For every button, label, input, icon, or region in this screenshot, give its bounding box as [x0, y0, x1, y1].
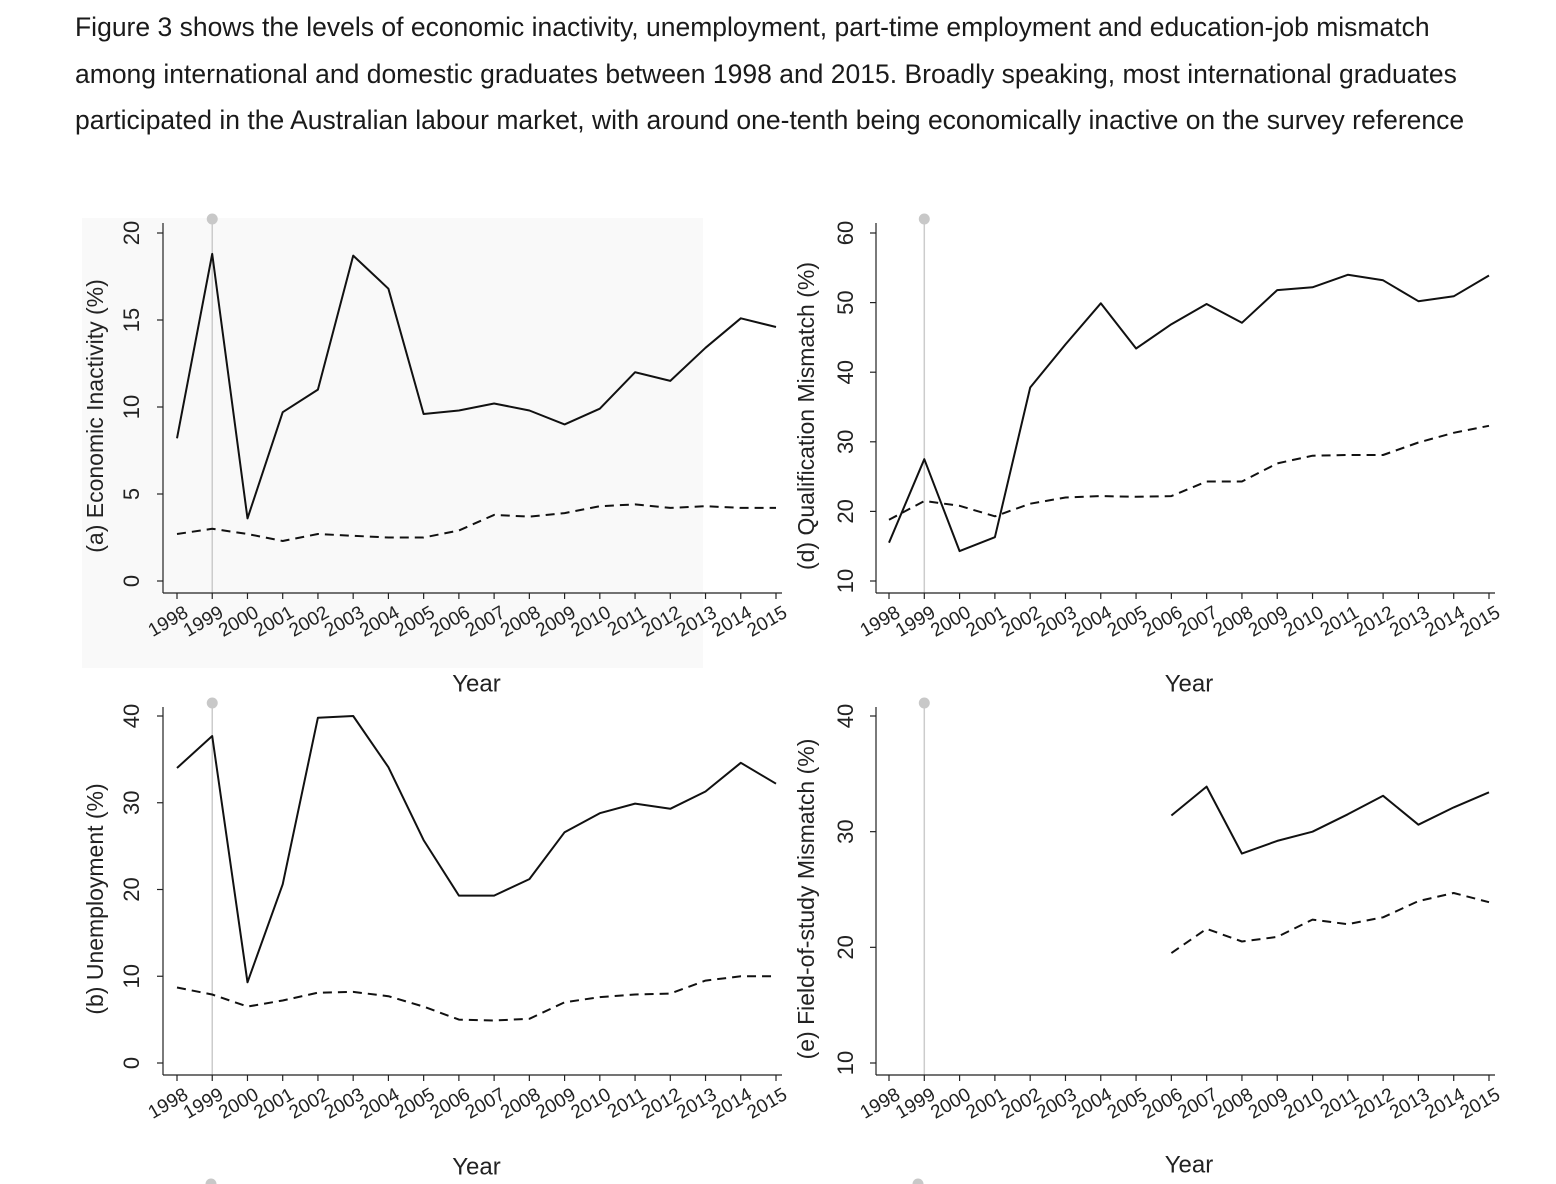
x-tick-label: 2015	[744, 602, 791, 641]
intro-paragraph: Figure 3 shows the levels of economic in…	[75, 4, 1515, 144]
series-line-solid	[888, 273, 1490, 553]
y-tick-label: 20	[833, 499, 858, 523]
y-tick-label: 40	[833, 360, 858, 384]
x-axis-title: Year	[1165, 1151, 1214, 1178]
x-axis-title: Year	[452, 670, 501, 697]
series-line-solid	[176, 715, 777, 984]
next-panel-dot	[205, 1178, 217, 1184]
y-tick-label: 50	[833, 290, 858, 314]
y-tick-label: 40	[833, 704, 858, 728]
series-line-solid	[176, 252, 777, 520]
y-tick-label: 0	[119, 1057, 144, 1069]
next-panel-dot	[912, 1178, 924, 1184]
intro-line-1: Figure 3 shows the levels of economic in…	[75, 12, 1430, 42]
chart-panel-d: 10 20 30 40 50 60 (d) Qualification Mismatch (…	[793, 213, 1504, 697]
reference-dot	[206, 697, 218, 709]
intro-line-3: participated in the Australian labour ma…	[75, 105, 1465, 135]
y-axis-title: (e) Field-of-study Mismatch (%)	[793, 739, 819, 1060]
y-tick-label: 40	[119, 704, 144, 728]
series-line-solid	[1170, 785, 1490, 855]
x-axis-title: Year	[1165, 670, 1214, 697]
series-line-dashed	[176, 975, 776, 1022]
y-tick-label: 20	[119, 877, 144, 901]
y-tick-label: 15	[119, 308, 144, 332]
reference-dot	[918, 213, 930, 225]
y-axis-title: (a) Economic Inactivity (%)	[82, 279, 108, 553]
reference-dot	[206, 213, 218, 225]
y-tick-label: 60	[833, 221, 858, 245]
series-line-dashed	[888, 424, 1490, 521]
panel-background	[82, 218, 703, 668]
series-line-dashed	[176, 503, 776, 542]
x-tick-label: 2015	[1457, 1084, 1504, 1123]
y-tick-label: 10	[833, 569, 858, 593]
y-tick-label: 10	[119, 964, 144, 988]
x-tick-label: 2015	[744, 1084, 791, 1123]
x-axis-title: Year	[452, 1153, 501, 1180]
series-line-dashed	[1170, 892, 1490, 954]
y-tick-label: 10	[833, 1051, 858, 1075]
y-tick-label: 30	[119, 791, 144, 815]
y-tick-label: 5	[119, 488, 144, 500]
y-tick-label: 10	[119, 395, 144, 419]
y-tick-label: 30	[833, 430, 858, 454]
y-tick-label: 20	[119, 221, 144, 245]
x-tick-label: 2015	[1457, 602, 1504, 641]
y-tick-label: 0	[119, 575, 144, 587]
y-axis-title: (b) Unemployment (%)	[82, 783, 108, 1014]
y-tick-label: 20	[833, 935, 858, 959]
y-tick-label: 30	[833, 819, 858, 843]
y-axis-title: (d) Qualification Mismatch (%)	[793, 262, 819, 570]
intro-line-2: among international and domestic graduat…	[75, 58, 1457, 89]
reference-dot	[918, 697, 930, 709]
